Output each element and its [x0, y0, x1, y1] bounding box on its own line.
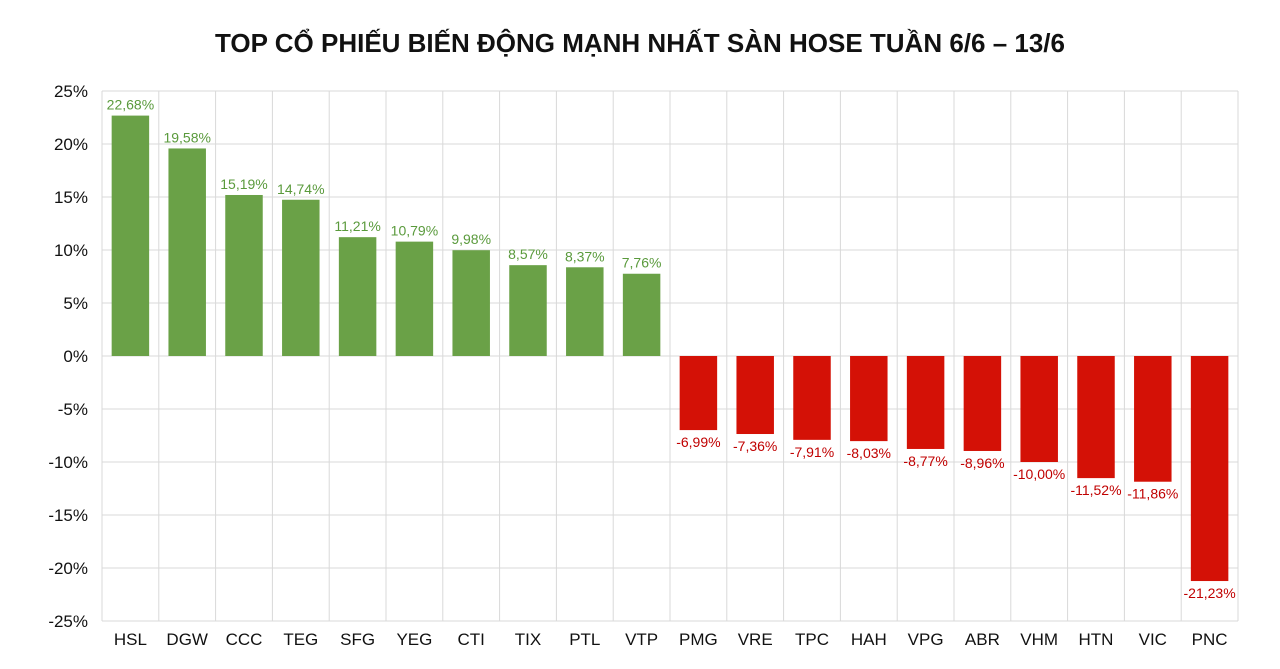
x-tick-label-htn: HTN [1079, 630, 1114, 649]
x-tick-label-vpg: VPG [908, 630, 944, 649]
bar-vhm [1020, 356, 1058, 462]
bar-cti [452, 250, 490, 356]
bar-yeg [395, 241, 434, 356]
x-tick-label-dgw: DGW [166, 630, 208, 649]
bar-vpg [906, 356, 945, 449]
data-label-yeg: 10,79% [391, 223, 438, 239]
x-tick-label-teg: TEG [283, 630, 318, 649]
bar-vre [736, 356, 774, 435]
bar-pnc [1190, 356, 1229, 582]
bar-teg [282, 199, 320, 356]
x-tick-label-tpc: TPC [795, 630, 829, 649]
bar-htn [1077, 356, 1115, 479]
data-label-htn: -11,52% [1070, 482, 1121, 498]
x-tick-label-tix: TIX [515, 630, 541, 649]
x-tick-label-vre: VRE [738, 630, 773, 649]
bar-layer [111, 115, 1229, 582]
bar-hsl [111, 115, 150, 356]
x-tick-label-ptl: PTL [569, 630, 600, 649]
y-tick-label: -5% [58, 400, 88, 419]
x-tick-label-hah: HAH [851, 630, 887, 649]
y-tick-label: 10% [54, 241, 88, 260]
grid-layer [101, 90, 1239, 622]
data-label-dgw: 19,58% [163, 129, 210, 145]
x-tick-label-yeg: YEG [396, 630, 432, 649]
data-label-vre: -7,36% [733, 438, 777, 454]
y-axis: 25% 20% 15% 10% 5% 0% -5% -10% -15% -20% -25% [48, 82, 88, 631]
data-label-vtp: 7,76% [622, 255, 662, 271]
data-label-ccc: 15,19% [220, 176, 267, 192]
x-axis: HSL DGW CCC TEG SFG YEG CTI TIX PTL VTP PMG VRE TPC H… [114, 630, 1228, 649]
bar-sfg [338, 237, 377, 356]
data-label-tix: 8,57% [508, 246, 548, 262]
y-tick-label: -15% [48, 506, 88, 525]
data-label-pnc: -21,23% [1184, 585, 1236, 601]
bar-vic [1134, 356, 1172, 482]
bar-ptl [566, 267, 604, 356]
y-tick-label: -10% [48, 453, 88, 472]
y-tick-label: 0% [63, 347, 88, 366]
x-tick-label-pmg: PMG [679, 630, 718, 649]
x-tick-label-vtp: VTP [625, 630, 658, 649]
x-tick-label-sfg: SFG [340, 630, 375, 649]
y-tick-label: -25% [48, 612, 88, 631]
x-tick-label-vhm: VHM [1020, 630, 1058, 649]
y-tick-label: 15% [54, 188, 88, 207]
y-tick-label: 20% [54, 135, 88, 154]
data-label-pmg: -6,99% [676, 434, 720, 450]
bar-ccc [225, 194, 263, 356]
x-tick-label-ccc: CCC [226, 630, 263, 649]
data-label-vhm: -10,00% [1013, 466, 1065, 482]
data-label-teg: 14,74% [277, 181, 324, 197]
x-tick-label-hsl: HSL [114, 630, 147, 649]
bar-dgw [168, 148, 206, 356]
data-label-hsl: 22,68% [107, 97, 154, 113]
x-tick-label-vic: VIC [1139, 630, 1167, 649]
x-tick-label-pnc: PNC [1192, 630, 1228, 649]
data-label-sfg: 11,21% [334, 218, 380, 234]
bar-vtp [622, 273, 661, 356]
data-label-ptl: 8,37% [565, 248, 605, 264]
chart-title: TOP CỔ PHIẾU BIẾN ĐỘNG MẠNH NHẤT SÀN HOS… [215, 28, 1065, 58]
x-tick-label-cti: CTI [458, 630, 485, 649]
bar-abr [963, 356, 1002, 451]
data-label-layer: 22,68% 19,58% 15,19% 14,74% 11,21% 10,79% 9,98… [107, 97, 1236, 601]
data-label-cti: 9,98% [451, 231, 491, 247]
data-label-vic: -11,86% [1127, 486, 1178, 502]
data-label-tpc: -7,91% [790, 444, 834, 460]
bar-tix [509, 265, 547, 356]
bar-hah [850, 356, 888, 442]
x-tick-label-abr: ABR [965, 630, 1000, 649]
y-tick-label: 25% [54, 82, 88, 101]
y-tick-label: 5% [63, 294, 88, 313]
data-label-abr: -8,96% [960, 455, 1004, 471]
bar-pmg [679, 356, 718, 431]
data-label-vpg: -8,77% [903, 453, 947, 469]
y-tick-label: -20% [48, 559, 88, 578]
bar-tpc [793, 356, 831, 440]
data-label-hah: -8,03% [847, 445, 891, 461]
